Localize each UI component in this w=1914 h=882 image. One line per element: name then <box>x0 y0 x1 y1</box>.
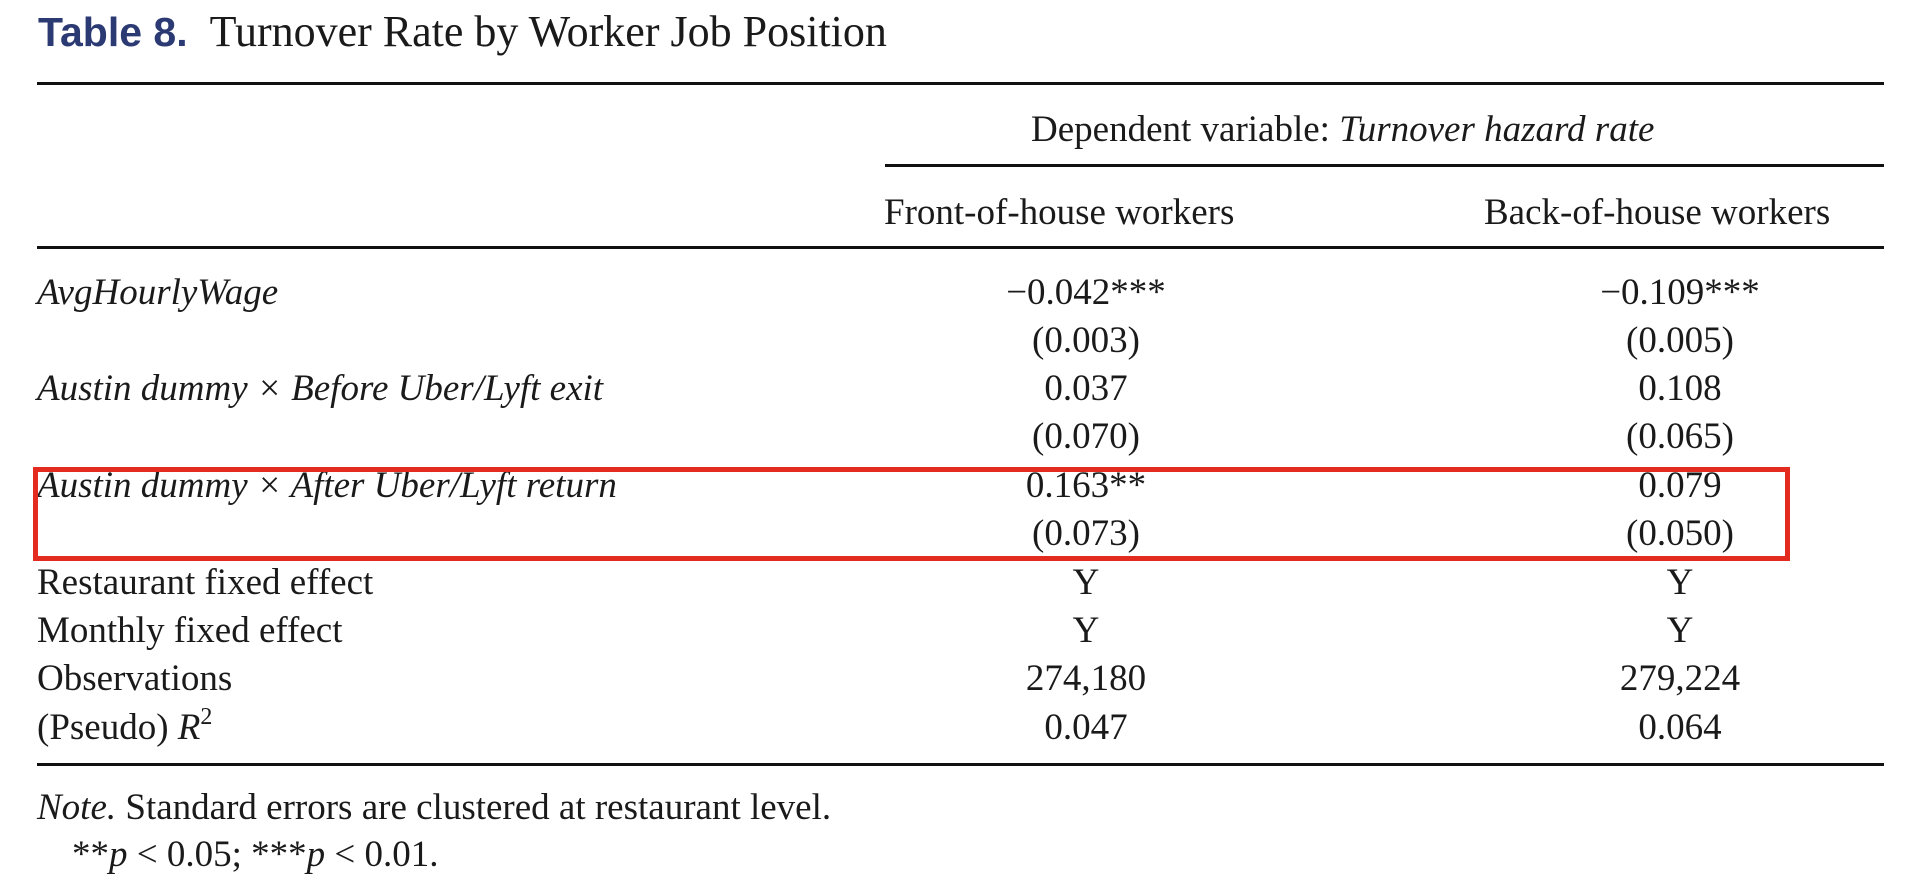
front-observations: 274,180 <box>1025 658 1147 699</box>
se-back-after-return: (0.050) <box>1626 513 1734 554</box>
coef-front-avg-hourly-wage: −0.042*** <box>1006 272 1166 313</box>
column-header-front-of-house: Front-of-house workers <box>884 192 1235 233</box>
back-restaurant-fe: Y <box>1666 562 1694 603</box>
row-label-pseudo-r2: (Pseudo) R2 <box>37 705 212 748</box>
sig-p-1: p <box>109 834 128 875</box>
table-number-label: Table 8. <box>38 9 188 55</box>
front-pseudo-r2: 0.047 <box>1044 707 1128 748</box>
se-back-before-exit: (0.065) <box>1626 416 1734 457</box>
back-monthly-fe: Y <box>1666 610 1694 651</box>
pseudo-r2-superscript: 2 <box>200 704 213 730</box>
back-observations: 279,224 <box>1619 658 1741 699</box>
dependent-variable-name: Turnover hazard rate <box>1339 109 1655 150</box>
header-rule <box>37 246 1884 249</box>
se-front-after-return: (0.073) <box>1032 513 1140 554</box>
coef-front-before-exit: 0.037 <box>1044 368 1128 409</box>
table-title: Table 8. Turnover Rate by Worker Job Pos… <box>38 6 887 66</box>
table-title-text: Turnover Rate by Worker Job Position <box>209 7 887 56</box>
row-label-observations: Observations <box>37 658 233 699</box>
pseudo-r2-var: R <box>177 707 201 748</box>
se-back-avg-hourly-wage: (0.005) <box>1626 320 1734 361</box>
significance-note: **p < 0.05; ***p < 0.01. <box>72 836 439 873</box>
se-front-before-exit: (0.070) <box>1032 416 1140 457</box>
row-label-before-exit: Austin dummy × Before Uber/Lyft exit <box>37 368 604 409</box>
highlight-box <box>33 467 1790 561</box>
row-label-restaurant-fe: Restaurant fixed effect <box>37 562 374 603</box>
table-note: Note. Standard errors are clustered at r… <box>37 789 831 826</box>
pseudo-r2-prefix: (Pseudo) <box>37 707 178 748</box>
note-label: Note. <box>37 787 117 828</box>
coef-back-before-exit: 0.108 <box>1638 368 1722 409</box>
sig-rest-2: < 0.01. <box>325 834 439 875</box>
row-label-avg-hourly-wage: AvgHourlyWage <box>37 272 279 313</box>
note-text: Standard errors are clustered at restaur… <box>116 787 832 828</box>
coef-front-after-return: 0.163** <box>1025 465 1147 506</box>
coef-back-avg-hourly-wage: −0.109*** <box>1600 272 1760 313</box>
dependent-variable-header: Dependent variable: Turnover hazard rate <box>1031 111 1654 148</box>
sig-rest-1: < 0.05; <box>127 834 252 875</box>
row-label-after-return: Austin dummy × After Uber/Lyft return <box>37 465 617 506</box>
coef-back-after-return: 0.079 <box>1638 465 1722 506</box>
back-pseudo-r2: 0.064 <box>1638 707 1722 748</box>
dependent-variable-prefix: Dependent variable: <box>1031 109 1340 150</box>
sig-stars-1: ** <box>72 834 109 875</box>
bottom-rule <box>37 763 1884 766</box>
se-front-avg-hourly-wage: (0.003) <box>1032 320 1140 361</box>
front-monthly-fe: Y <box>1072 610 1100 651</box>
column-header-back-of-house: Back-of-house workers <box>1484 192 1831 233</box>
sig-p-2: p <box>306 834 326 875</box>
dependent-variable-rule <box>885 164 1884 167</box>
front-restaurant-fe: Y <box>1072 562 1100 603</box>
row-label-monthly-fe: Monthly fixed effect <box>37 610 343 651</box>
sig-stars-2: *** <box>251 834 307 875</box>
top-rule <box>37 82 1884 85</box>
